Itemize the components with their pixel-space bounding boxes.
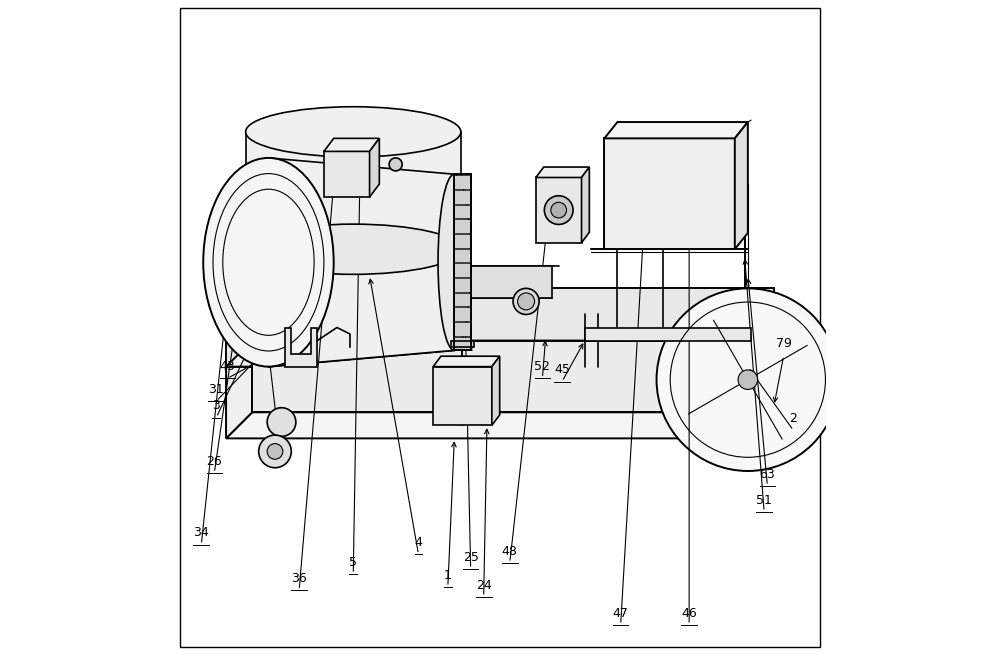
Bar: [454, 234, 471, 248]
Bar: [454, 307, 471, 321]
Text: 52: 52: [534, 360, 550, 373]
Bar: [454, 263, 471, 277]
Ellipse shape: [203, 158, 334, 367]
Bar: [454, 337, 471, 350]
Circle shape: [267, 443, 283, 459]
Polygon shape: [735, 122, 748, 250]
Bar: [433, 367, 492, 425]
Polygon shape: [604, 122, 748, 138]
Text: 4: 4: [415, 536, 422, 550]
Text: 34: 34: [193, 527, 209, 540]
Polygon shape: [226, 412, 800, 438]
Bar: [454, 174, 471, 350]
Circle shape: [551, 202, 567, 218]
Polygon shape: [774, 334, 800, 438]
Bar: [324, 151, 370, 197]
Circle shape: [657, 288, 839, 471]
Ellipse shape: [246, 107, 461, 157]
Bar: [451, 341, 474, 347]
Polygon shape: [585, 328, 751, 341]
Text: 51: 51: [756, 494, 772, 507]
Circle shape: [389, 158, 402, 171]
Text: 43: 43: [219, 360, 235, 373]
Polygon shape: [471, 265, 552, 298]
Circle shape: [513, 288, 539, 314]
Bar: [454, 176, 471, 189]
Bar: [454, 322, 471, 335]
Bar: [536, 178, 582, 243]
Polygon shape: [226, 341, 800, 367]
Text: 46: 46: [681, 607, 697, 620]
Circle shape: [518, 293, 535, 310]
Text: 36: 36: [291, 572, 307, 585]
Polygon shape: [268, 158, 454, 367]
Circle shape: [259, 435, 291, 468]
Ellipse shape: [246, 224, 461, 274]
Bar: [604, 138, 735, 250]
Bar: [454, 219, 471, 233]
Polygon shape: [370, 138, 379, 197]
Text: 3: 3: [212, 400, 220, 412]
Polygon shape: [252, 341, 800, 412]
Circle shape: [544, 196, 573, 225]
Polygon shape: [536, 167, 589, 178]
Bar: [454, 190, 471, 204]
Bar: [454, 293, 471, 307]
Polygon shape: [226, 341, 252, 438]
Text: 5: 5: [349, 556, 357, 569]
Text: 63: 63: [760, 468, 775, 481]
Bar: [454, 278, 471, 291]
Polygon shape: [246, 132, 461, 250]
Text: 48: 48: [502, 545, 518, 557]
Text: 79: 79: [776, 337, 792, 350]
Polygon shape: [582, 167, 589, 243]
Text: 2: 2: [790, 412, 797, 425]
Polygon shape: [433, 356, 500, 367]
Text: 31: 31: [208, 383, 224, 396]
Ellipse shape: [438, 174, 471, 350]
Text: 67: 67: [257, 305, 273, 318]
Bar: [454, 249, 471, 262]
Text: 25: 25: [463, 551, 479, 563]
Bar: [454, 205, 471, 218]
Polygon shape: [226, 288, 774, 367]
Text: 45: 45: [554, 364, 570, 377]
Polygon shape: [285, 328, 317, 367]
Text: 24: 24: [476, 578, 492, 591]
Polygon shape: [324, 138, 379, 151]
Text: 47: 47: [613, 607, 629, 620]
Circle shape: [267, 407, 296, 436]
Text: 26: 26: [206, 455, 222, 468]
Text: 1: 1: [444, 569, 452, 582]
Polygon shape: [492, 356, 500, 425]
Circle shape: [738, 370, 758, 390]
